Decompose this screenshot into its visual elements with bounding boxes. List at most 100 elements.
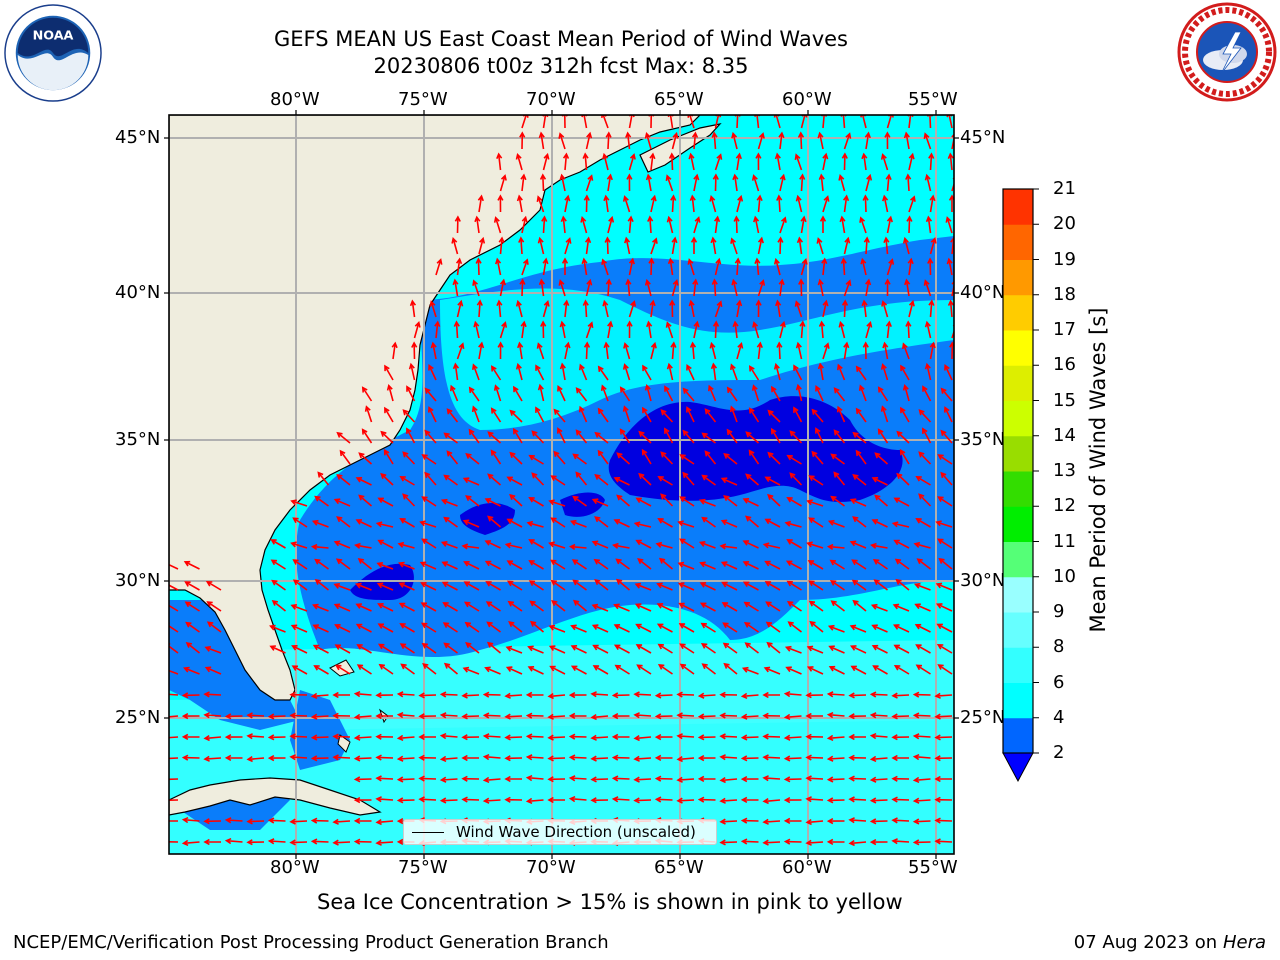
wind-wave-arrow — [944, 363, 953, 381]
wind-wave-arrow — [736, 194, 744, 213]
wind-wave-arrow — [570, 645, 587, 654]
wind-wave-arrow — [869, 838, 888, 846]
wind-wave-arrow — [935, 582, 953, 591]
wind-wave-arrow — [548, 499, 566, 507]
wind-wave-arrow — [616, 494, 631, 507]
wind-wave-arrow — [859, 216, 867, 234]
wind-wave-arrow — [525, 774, 544, 782]
wind-wave-arrow — [693, 173, 700, 192]
wind-wave-arrow — [439, 712, 458, 719]
wind-wave-arrow — [842, 194, 850, 213]
wind-wave-arrow — [908, 195, 916, 213]
wind-wave-arrow — [482, 712, 501, 719]
wind-wave-arrow — [719, 691, 738, 698]
wind-wave-arrow — [317, 471, 330, 486]
wind-wave-arrow — [880, 405, 889, 423]
wind-wave-arrow — [893, 664, 910, 675]
wind-wave-arrow — [656, 582, 673, 591]
wind-wave-arrow — [922, 427, 932, 444]
wind-wave-arrow — [849, 498, 867, 507]
wind-wave-arrow — [668, 152, 676, 171]
wind-wave-arrow — [829, 559, 845, 570]
wind-wave-arrow — [465, 452, 480, 465]
wind-wave-arrow — [507, 600, 523, 612]
wind-wave-arrow — [185, 621, 200, 633]
wind-wave-arrow — [748, 407, 760, 423]
wind-wave-arrow — [818, 173, 825, 192]
wind-wave-arrow — [597, 449, 609, 465]
wind-wave-arrow — [183, 666, 200, 675]
colorbar-tick-label: 4 — [1053, 706, 1065, 728]
wind-wave-arrow — [602, 152, 609, 171]
wind-wave-arrow — [793, 364, 803, 381]
wind-wave-arrow — [557, 384, 566, 402]
wind-wave-arrow — [895, 578, 910, 591]
wind-wave-arrow — [267, 838, 286, 845]
wind-wave-arrow — [664, 385, 674, 402]
wind-wave-arrow — [424, 471, 437, 486]
wind-wave-arrow — [547, 734, 566, 741]
wind-wave-arrow — [517, 341, 524, 360]
wind-wave-arrow — [764, 581, 781, 591]
wind-wave-arrow — [646, 320, 653, 339]
wind-wave-arrow — [686, 406, 695, 423]
wind-wave-arrow — [839, 215, 846, 234]
wind-wave-arrow — [482, 691, 501, 698]
wind-wave-arrow — [575, 471, 588, 486]
wind-wave-arrow — [773, 362, 781, 381]
wind-wave-arrow — [541, 215, 548, 234]
wind-wave-arrow — [409, 299, 417, 318]
wind-wave-arrow — [904, 278, 911, 297]
wind-wave-arrow — [741, 666, 759, 675]
wind-wave-arrow — [891, 713, 910, 720]
colorbar-segment — [1003, 612, 1033, 648]
wind-wave-arrow — [648, 115, 655, 129]
wind-wave-arrow — [940, 387, 953, 402]
wind-wave-arrow — [607, 320, 614, 339]
wind-wave-arrow — [450, 384, 459, 402]
wind-wave-arrow — [487, 431, 502, 444]
wind-wave-arrow — [515, 362, 523, 381]
wind-wave-arrow — [402, 451, 416, 465]
wind-wave-arrow — [934, 713, 953, 720]
lat-label-right-35n: 35°N — [960, 429, 1006, 450]
wind-wave-arrow — [648, 257, 655, 276]
wind-wave-arrow — [531, 430, 545, 444]
wind-wave-arrow — [806, 645, 824, 654]
wind-wave-arrow — [505, 645, 523, 654]
wind-wave-arrow — [619, 386, 631, 402]
wind-wave-arrow — [826, 776, 845, 783]
wind-wave-arrow — [628, 257, 635, 276]
wind-wave-arrow — [712, 320, 720, 339]
wind-wave-arrow — [873, 579, 888, 591]
wind-wave-arrow — [833, 387, 846, 402]
wind-wave-arrow — [871, 644, 888, 654]
wind-wave-arrow — [848, 817, 867, 824]
wind-wave-arrow — [169, 602, 179, 612]
wind-wave-arrow — [644, 131, 652, 150]
wind-wave-arrow — [183, 560, 200, 570]
wind-wave-arrow — [558, 132, 566, 150]
wind-wave-arrow — [603, 341, 610, 360]
wind-wave-arrow — [767, 451, 781, 465]
colorbar-tick-label: 6 — [1053, 671, 1065, 693]
wind-wave-arrow — [506, 580, 523, 591]
wind-wave-arrow — [559, 173, 566, 192]
wind-wave-arrow — [945, 216, 953, 234]
wind-wave-arrow — [333, 498, 351, 507]
wind-wave-arrow — [418, 692, 437, 699]
wind-wave-arrow — [670, 194, 677, 213]
wind-wave-arrow — [603, 194, 610, 213]
wind-wave-arrow — [568, 775, 587, 782]
wind-wave-arrow — [314, 558, 329, 570]
wind-wave-arrow — [515, 152, 523, 171]
wind-wave-arrow — [579, 363, 588, 381]
wind-wave-arrow — [784, 645, 802, 654]
wind-wave-arrow — [833, 471, 846, 486]
wind-wave-arrow — [698, 498, 716, 507]
wind-wave-arrow — [794, 153, 803, 171]
wind-wave-arrow — [384, 406, 394, 423]
wind-wave-arrow — [169, 715, 179, 718]
wind-wave-arrow — [800, 257, 808, 276]
wind-wave-arrow — [314, 578, 329, 591]
